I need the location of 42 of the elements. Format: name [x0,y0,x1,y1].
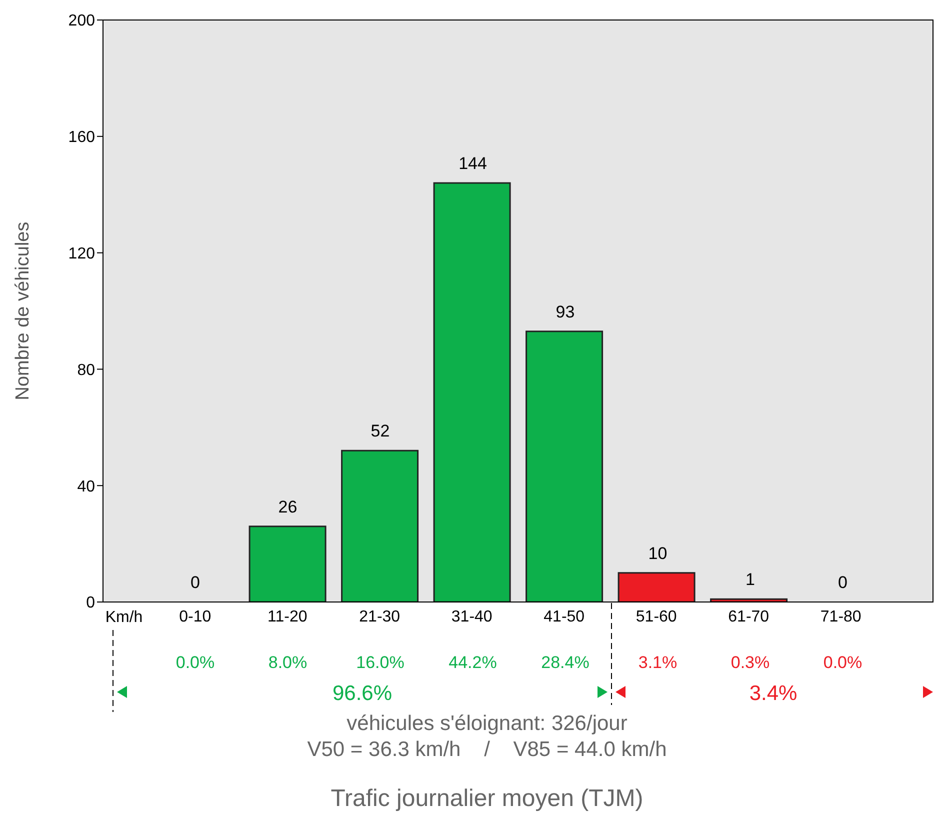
text: V50 = 36.3 km/h / V85 = 44.0 km/h [307,738,667,761]
y-tick-label: 120 [68,245,96,262]
text: 96.6% [332,682,392,705]
text: 0.3% [730,653,770,672]
data-label: 1 [746,570,755,590]
y-tick-label: 80 [77,362,96,379]
data-label: 144 [458,154,487,173]
bar [341,450,419,602]
x-tick-label: 31-40 [451,608,492,626]
bar [433,182,511,602]
text: 0.0% [176,653,215,672]
data-label: 26 [278,497,298,516]
data-label: 52 [370,422,390,441]
text: 28.4% [541,653,590,672]
data-label: 93 [556,302,575,322]
text: véhicules s'éloignant: 326/jour [346,712,628,735]
x-tick-label: 11-20 [268,608,308,626]
data-label: 0 [190,573,200,592]
y-axis-title: Nombre de véhicules [12,222,34,400]
x-tick-label: 51-60 [636,608,677,626]
data-label: 0 [838,573,848,592]
x-tick-label: 61-70 [728,608,770,626]
y-tick-label: 160 [68,129,96,146]
y-tick-label: 40 [77,478,96,496]
text: 3.4% [749,682,798,705]
bar [618,572,696,602]
text: 8.0% [268,653,308,672]
x-axis-title: Km/h [105,609,143,626]
x-tick-label: 0-10 [179,608,212,626]
text: Trafic journalier moyen (TJM) [330,785,644,812]
x-tick-label: 41-50 [544,608,585,626]
x-tick-label: 21-30 [359,608,400,626]
text: 3.1% [638,653,678,672]
bar [526,330,604,602]
data-label: 10 [648,544,668,563]
text: 16.0% [356,653,404,672]
x-tick-label: 71-80 [820,608,862,626]
y-tick-label: 0 [86,594,96,612]
y-tick-label: 200 [68,12,96,30]
bar [248,526,326,602]
text: 44.2% [448,653,497,672]
text: 0.0% [823,653,862,672]
